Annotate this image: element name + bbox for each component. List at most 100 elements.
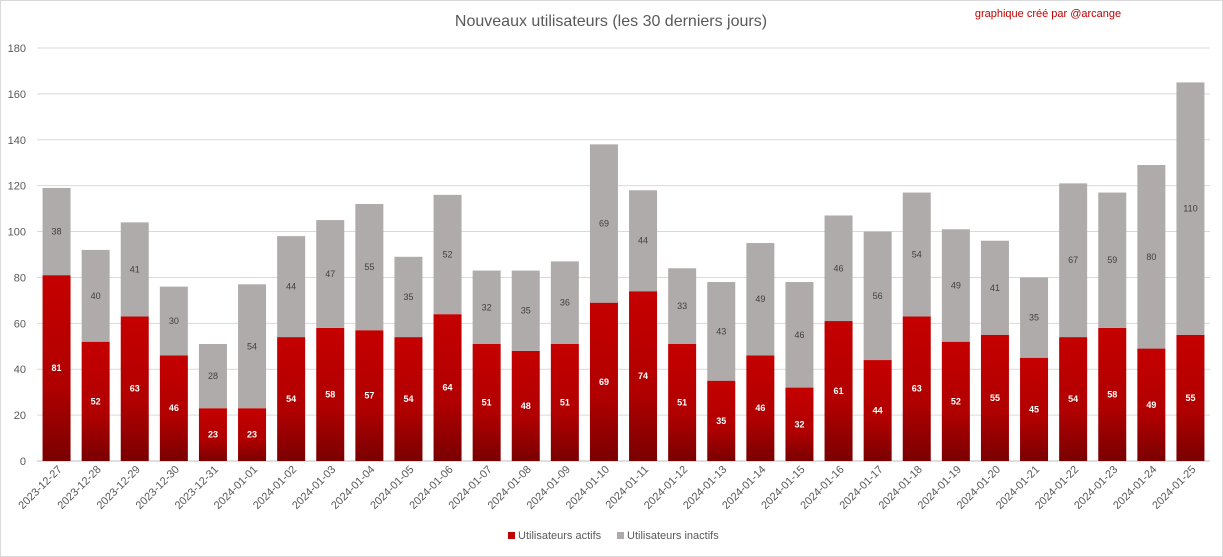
- y-tick-label: 40: [14, 364, 26, 376]
- data-label-inactive: 40: [91, 291, 101, 301]
- data-label-active: 23: [247, 430, 257, 440]
- data-label-inactive: 41: [990, 283, 1000, 293]
- bar-inactive: [472, 270, 501, 344]
- data-label-active: 51: [677, 397, 687, 407]
- bar-inactive: [824, 215, 853, 322]
- data-label-active: 51: [560, 397, 570, 407]
- bar-inactive: [1137, 165, 1166, 349]
- data-label-inactive: 44: [638, 236, 648, 246]
- data-label-active: 81: [52, 363, 62, 373]
- bar-active: [42, 275, 71, 461]
- data-label-inactive: 36: [560, 298, 570, 308]
- data-label-active: 54: [1068, 394, 1078, 404]
- data-label-active: 49: [1146, 400, 1156, 410]
- bar-active: [824, 321, 853, 461]
- bar-inactive: [746, 243, 775, 356]
- bar-inactive: [42, 187, 71, 276]
- data-label-inactive: 52: [443, 250, 453, 260]
- data-label-inactive: 46: [794, 330, 804, 340]
- data-label-active: 52: [91, 396, 101, 406]
- legend-swatch-inactive: [617, 532, 624, 539]
- bar-inactive: [785, 282, 814, 388]
- bar-inactive: [277, 236, 306, 338]
- bar-active: [785, 387, 814, 461]
- data-label-active: 58: [1107, 389, 1117, 399]
- bar-active: [1098, 327, 1127, 461]
- data-label-inactive: 35: [521, 306, 531, 316]
- bar-inactive: [707, 282, 736, 381]
- data-label-active: 48: [521, 401, 531, 411]
- bar-active: [902, 316, 931, 461]
- data-label-active: 63: [912, 384, 922, 394]
- data-label-active: 23: [208, 430, 218, 440]
- data-label-active: 69: [599, 377, 609, 387]
- data-label-active: 51: [482, 397, 492, 407]
- bar-active: [511, 350, 540, 461]
- data-label-inactive: 35: [1029, 313, 1039, 323]
- data-label-active: 46: [755, 403, 765, 413]
- bar-inactive: [394, 256, 423, 338]
- bar-inactive: [1176, 82, 1205, 335]
- bar-inactive: [589, 144, 618, 303]
- data-label-inactive: 32: [482, 302, 492, 312]
- bar-active: [159, 355, 188, 461]
- data-label-inactive: 46: [834, 263, 844, 273]
- bar-inactive: [668, 268, 697, 344]
- bar-active: [433, 314, 462, 461]
- legend-label-active: Utilisateurs actifs: [518, 530, 602, 542]
- bar-active: [1020, 357, 1049, 461]
- bar-active: [941, 341, 970, 461]
- y-tick-label: 80: [14, 272, 26, 284]
- bar-active: [120, 316, 149, 461]
- bar-inactive: [511, 270, 540, 351]
- data-label-inactive: 33: [677, 301, 687, 311]
- data-label-active: 54: [286, 394, 296, 404]
- bar-active: [277, 337, 306, 461]
- data-label-inactive: 44: [286, 282, 296, 292]
- data-label-active: 32: [794, 419, 804, 429]
- data-label-active: 54: [403, 394, 413, 404]
- data-label-active: 64: [443, 383, 453, 393]
- bar-active: [589, 302, 618, 461]
- bar-inactive: [1098, 192, 1127, 328]
- bar-active: [316, 327, 345, 461]
- bar-inactive: [1020, 277, 1049, 358]
- bar-inactive: [550, 261, 579, 344]
- y-tick-label: 120: [8, 181, 26, 193]
- legend-label-inactive: Utilisateurs inactifs: [627, 530, 719, 542]
- data-label-active: 55: [1185, 393, 1195, 403]
- data-label-inactive: 49: [951, 280, 961, 290]
- data-label-active: 55: [990, 393, 1000, 403]
- data-label-inactive: 54: [912, 250, 922, 260]
- data-label-inactive: 28: [208, 371, 218, 381]
- bar-active: [1176, 334, 1205, 461]
- data-label-active: 46: [169, 403, 179, 413]
- legend-swatch-active: [508, 532, 515, 539]
- data-label-active: 45: [1029, 404, 1039, 414]
- bar-active: [238, 408, 267, 461]
- data-label-active: 58: [325, 389, 335, 399]
- bar-inactive: [198, 343, 227, 409]
- bar-inactive: [629, 190, 658, 292]
- data-label-inactive: 38: [52, 227, 62, 237]
- y-tick-label: 180: [8, 43, 26, 55]
- data-label-inactive: 49: [755, 294, 765, 304]
- y-tick-label: 0: [20, 456, 26, 468]
- y-tick-label: 140: [8, 135, 26, 147]
- bar-active: [668, 343, 697, 461]
- bar-active: [355, 330, 384, 461]
- bar-active: [198, 408, 227, 461]
- bar-inactive: [355, 204, 384, 331]
- data-label-active: 61: [834, 386, 844, 396]
- bars: 81 38 52 40 63 41 46 30 23 28 23 54 54 44 58 47 57 55 54 35…: [42, 82, 1205, 461]
- bar-active: [707, 380, 736, 461]
- bar-inactive: [316, 220, 345, 328]
- data-label-active: 63: [130, 384, 140, 394]
- bar-inactive: [238, 284, 267, 409]
- chart-credit: graphique créé par @arcange: [975, 8, 1121, 20]
- bar-active: [746, 355, 775, 461]
- bar-inactive: [980, 240, 1009, 335]
- x-axis: 2023-12-272023-12-282023-12-292023-12-30…: [16, 464, 1198, 512]
- bar-inactive: [81, 249, 110, 342]
